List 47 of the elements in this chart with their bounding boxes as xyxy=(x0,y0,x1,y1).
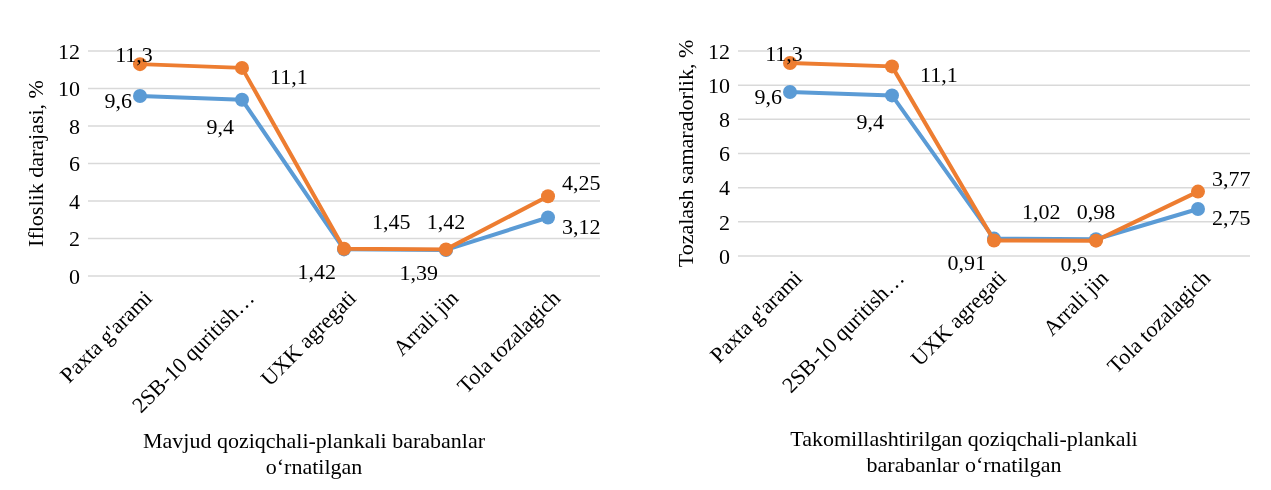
point xyxy=(885,88,899,103)
point xyxy=(541,189,555,204)
y-tick-label: 4 xyxy=(69,188,80,214)
point xyxy=(235,92,249,107)
y-axis-title: Tozalash samaradorlik, % xyxy=(673,39,698,268)
y-tick-label: 12 xyxy=(58,38,80,64)
data-label: 0,98 xyxy=(1076,199,1116,225)
y-axis-title: Ifloslik darajasi, % xyxy=(23,80,48,247)
y-tick-label: 0 xyxy=(69,263,80,289)
y-tick-label: 6 xyxy=(69,151,80,177)
data-label: 9,6 xyxy=(104,88,132,113)
y-tick-label: 8 xyxy=(69,113,80,139)
data-label: 1,02 xyxy=(1022,198,1061,224)
y-tick-label: 10 xyxy=(58,76,80,102)
data-label: 11,3 xyxy=(765,40,803,66)
data-label: 4,25 xyxy=(562,170,601,196)
y-tick-label: 6 xyxy=(719,141,730,167)
point xyxy=(1191,202,1205,217)
data-label: 1,42 xyxy=(426,209,466,235)
data-label: 1,45 xyxy=(372,208,411,234)
data-label: 9,6 xyxy=(754,84,782,109)
y-tick-label: 12 xyxy=(708,38,730,64)
data-label: 2,75 xyxy=(1212,205,1251,231)
y-tick-label: 0 xyxy=(719,243,730,269)
data-label: 1,39 xyxy=(399,259,438,285)
point xyxy=(1191,184,1205,199)
y-tick-label: 4 xyxy=(719,175,730,201)
y-tick-label: 2 xyxy=(69,226,80,252)
data-label: 11,1 xyxy=(920,62,958,88)
x-axis-title: Mavjud qoziqchali-plankali barabanlar o‘rnatilgan xyxy=(142,428,486,479)
x-axis-title: Takomillashtirilgan qoziqchali-plankali barabanlar o‘rnatilgan xyxy=(790,426,1138,477)
point xyxy=(235,60,249,75)
data-label: 3,77 xyxy=(1212,165,1251,191)
data-label: 11,1 xyxy=(270,63,308,89)
data-label: 0,9 xyxy=(1060,250,1088,276)
point xyxy=(541,210,555,225)
point xyxy=(783,85,797,99)
point xyxy=(885,59,899,74)
data-label: 3,12 xyxy=(562,213,601,239)
data-label: 9,4 xyxy=(206,113,234,139)
y-tick-label: 2 xyxy=(719,209,730,235)
point xyxy=(133,89,147,103)
data-label: 11,3 xyxy=(115,42,153,68)
y-tick-label: 10 xyxy=(708,72,730,98)
data-label: 1,42 xyxy=(297,259,336,285)
y-tick-label: 8 xyxy=(719,107,730,133)
data-label: 9,4 xyxy=(856,109,884,135)
